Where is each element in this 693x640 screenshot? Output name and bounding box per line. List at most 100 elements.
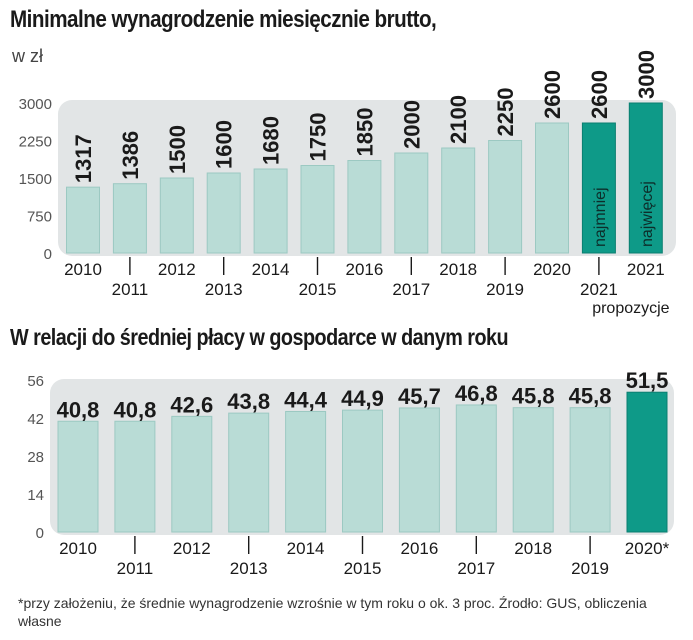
chart1-ytick-label: 0: [44, 246, 52, 263]
chart1-bar: [253, 168, 288, 254]
chart1-value-label-group: 1500: [165, 125, 190, 174]
chart2-bar: [57, 420, 99, 533]
chart2-value-label: 43,8: [227, 389, 270, 414]
chart2-bar: [285, 410, 327, 533]
chart2-xtick-label: 2020*: [625, 539, 670, 558]
chart1-xtick-sublabel: propozycje: [592, 300, 669, 317]
footnote: *przy założeniu, że średnie wynagrodzeni…: [18, 595, 647, 629]
chart2-value-label: 45,7: [398, 384, 441, 409]
chart2-value-label: 51,5: [626, 368, 669, 393]
chart1-value-label-group: 1386: [118, 131, 143, 180]
chart1-xtick-label: 2012: [158, 260, 196, 279]
chart1-value-label: 1680: [259, 116, 284, 165]
chart1-value-label: 1500: [165, 125, 190, 174]
chart2-value-label: 45,8: [569, 384, 612, 409]
chart1-bar: [488, 140, 523, 254]
chart1-value-label-group: 2250: [493, 88, 518, 137]
chart1-bar-inner-label: najmniej: [592, 187, 609, 247]
chart1-bar: [347, 160, 382, 254]
chart1-bar: [206, 172, 241, 254]
chart1-value-label-group: 3000: [634, 50, 659, 99]
chart2-xtick-label: 2012: [173, 539, 211, 558]
chart1-xtick-label: 2020: [533, 260, 571, 279]
chart2-xtick-label: 2018: [514, 539, 552, 558]
chart1-xtick-label: 2018: [439, 260, 477, 279]
chart1-value-label: 2250: [493, 88, 518, 137]
chart1-value-label: 1317: [71, 134, 96, 183]
chart1-bar: [441, 147, 476, 254]
chart2-ytick-label: 42: [27, 411, 44, 428]
chart2-ytick-label: 28: [27, 449, 44, 466]
chart2-value-label: 44,4: [284, 387, 328, 412]
chart2-xtick-label: 2016: [400, 539, 438, 558]
chart1-value-label: 2100: [446, 95, 471, 144]
chart1-value-label: 1850: [352, 108, 377, 157]
chart1-value-label-group: 1850: [352, 108, 377, 157]
chart2-bar: [342, 409, 383, 533]
chart1-value-label-group: 1750: [306, 113, 331, 162]
chart2-value-label: 40,8: [113, 397, 156, 422]
chart1-ytick-label: 1500: [19, 171, 52, 188]
chart2-bar: [626, 391, 668, 533]
chart1-value-label: 3000: [634, 50, 659, 99]
chart2-xtick-label: 2017: [457, 559, 495, 578]
chart1-bar: [394, 152, 429, 254]
chart1-bar-inner-label: najwięcej: [639, 181, 656, 247]
chart2-value-label: 42,6: [170, 392, 213, 417]
chart1-xtick-label: 2017: [392, 280, 430, 299]
chart1-bar: [581, 122, 616, 254]
chart2-xtick-label: 2011: [117, 559, 154, 578]
chart2-ytick-label: 56: [27, 373, 44, 390]
chart1-xtick-label: 2016: [345, 260, 383, 279]
chart1-value-label-group: 2000: [399, 100, 424, 149]
chart1-ytick-label: 2250: [19, 134, 52, 151]
chart1-value-label-group: 2600: [587, 70, 612, 119]
chart1-value-label-group: 2100: [446, 95, 471, 144]
chart1-xtick-label: 2019: [486, 280, 524, 299]
chart1-inner-label-group: najwięcej: [639, 181, 656, 247]
chart2-ytick-label: 0: [36, 525, 44, 542]
chart2-value-label: 45,8: [512, 384, 555, 409]
chart2-bar: [398, 407, 440, 533]
chart1-value-label: 1386: [118, 131, 143, 180]
chart1-xtick-label: 2011: [112, 280, 149, 299]
chart2-title: W relacji do średniej płacy w gospodarce…: [10, 324, 509, 350]
chart1-value-label-group: 1317: [71, 134, 96, 183]
chart1-bar: [112, 183, 147, 254]
chart1-value-label-group: 1600: [212, 120, 237, 169]
chart1-value-label: 2000: [399, 100, 424, 149]
chart1-unit: w zł: [12, 46, 43, 66]
chart1-ytick-label: 750: [27, 209, 52, 226]
chart1-value-label-group: 1680: [259, 116, 284, 165]
chart2-bar: [114, 420, 156, 533]
chart2-bar: [512, 407, 554, 533]
chart1-title: Minimalne wynagrodzenie miesięcznie brut…: [10, 6, 437, 33]
chart2-xtick-label: 2010: [59, 539, 97, 558]
chart1-value-label: 1750: [306, 113, 331, 162]
chart1-xtick-label: 2015: [299, 280, 337, 299]
chart1-xtick-label: 2021: [627, 260, 665, 279]
chart2-bar: [228, 412, 270, 533]
chart1-value-label: 2600: [540, 70, 565, 119]
chart2-bar: [455, 404, 497, 533]
chart1-bar: [628, 102, 663, 254]
chart1-bar: [300, 165, 335, 254]
chart1-xtick-label: 2013: [205, 280, 243, 299]
chart1-value-label-group: 2600: [540, 70, 565, 119]
chart2-xtick-label: 2019: [571, 559, 609, 578]
chart1-ytick-label: 3000: [19, 96, 52, 113]
chart1-inner-label-group: najmniej: [592, 187, 609, 247]
chart1-value-label: 1600: [212, 120, 237, 169]
chart2-xtick-label: 2015: [344, 559, 382, 578]
chart1-xtick-label: 2021: [580, 280, 618, 299]
chart2-value-label: 46,8: [455, 381, 498, 406]
chart2-ytick-label: 14: [27, 487, 44, 504]
chart2-xtick-label: 2014: [287, 539, 325, 558]
chart1-bar: [535, 122, 569, 254]
chart2-value-label: 44,9: [341, 386, 384, 411]
chart1-xtick-label: 2010: [64, 260, 102, 279]
chart2-value-label: 40,8: [57, 397, 100, 422]
chart2-bar: [569, 407, 611, 533]
